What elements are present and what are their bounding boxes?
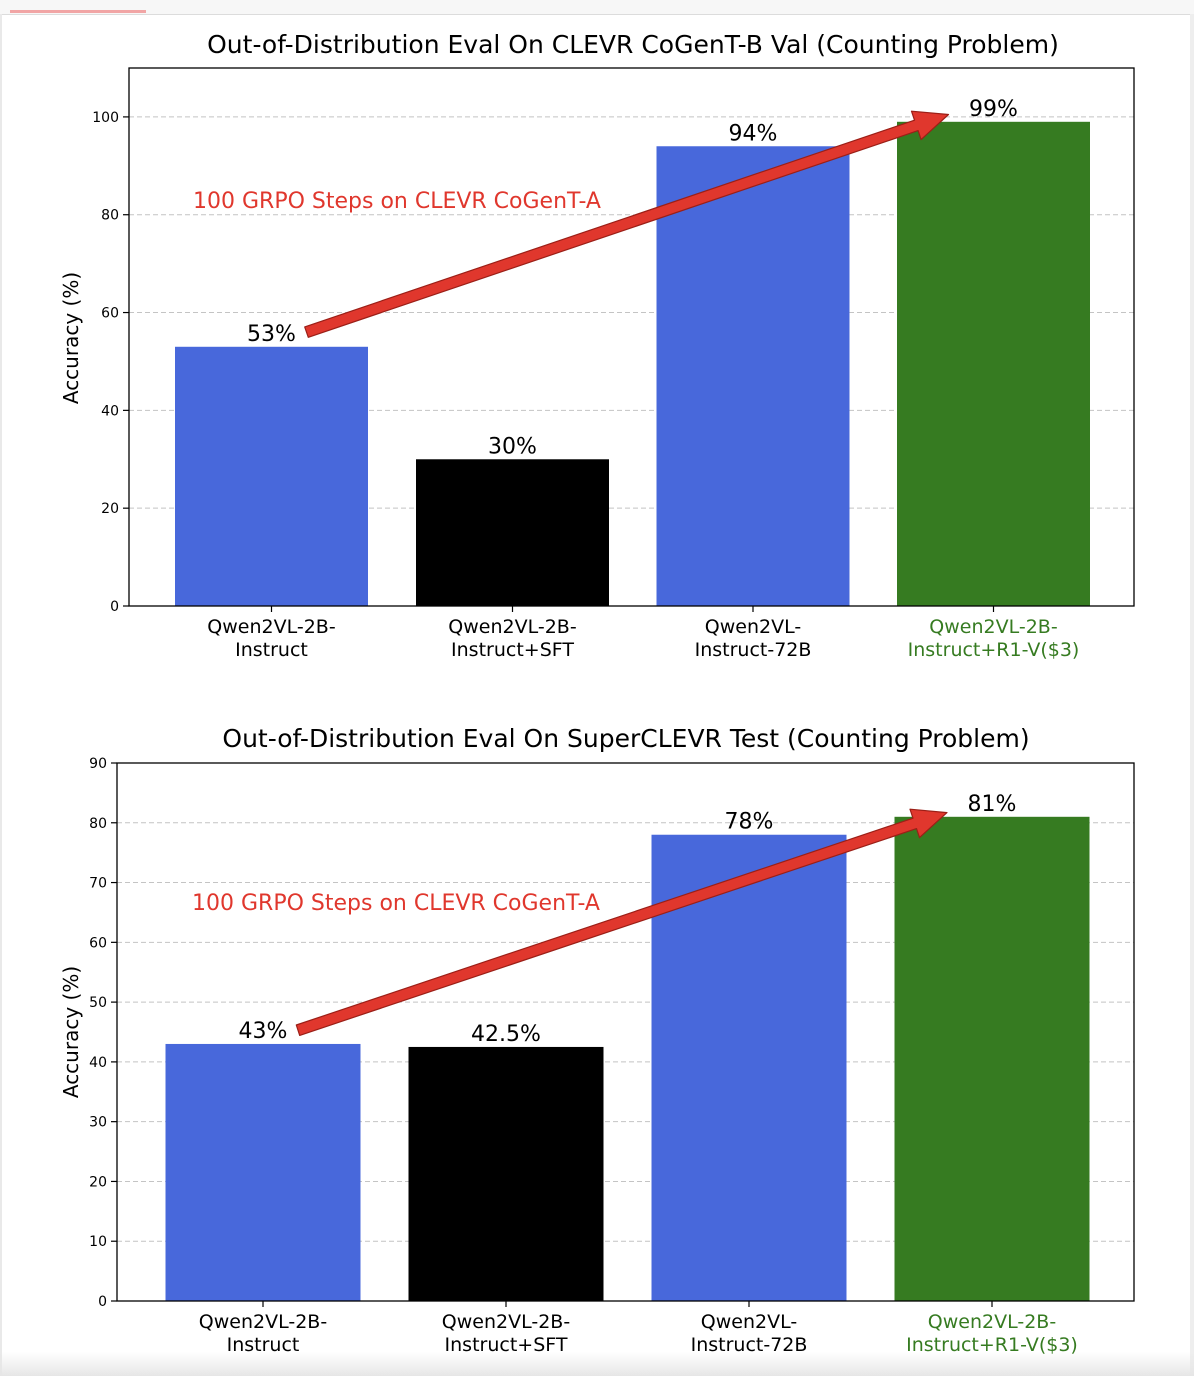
x-tick-label: Instruct+SFT <box>451 639 574 661</box>
annotation-text: 100 GRPO Steps on CLEVR CoGenT-A <box>193 189 601 214</box>
x-tick-label: Instruct+SFT <box>445 1334 568 1356</box>
y-axis-label: Accuracy (%) <box>59 272 83 404</box>
annotation: 100 GRPO Steps on CLEVR CoGenT-A <box>193 110 950 338</box>
chart-superclevr-test: Out-of-Distribution Eval On SuperCLEVR T… <box>59 724 1135 1356</box>
window-right-edge <box>1190 14 1194 1376</box>
y-tick-label: 100 <box>92 110 119 126</box>
value-labels: 53% 30% 94% 99% <box>247 97 1018 459</box>
x-tick-label: Instruct-72B <box>695 639 812 661</box>
bar <box>897 121 1090 607</box>
bars <box>165 816 1090 1301</box>
bars <box>175 121 1090 607</box>
y-tick-label: 60 <box>101 306 119 322</box>
x-tick-label: Qwen2VL-2B- <box>928 1311 1056 1333</box>
x-tick-label: Qwen2VL-2B- <box>442 1311 570 1333</box>
window-top-strip <box>0 0 1194 15</box>
x-tick-label: Qwen2VL-2B- <box>207 616 335 638</box>
value-label: 81% <box>968 792 1017 817</box>
x-tick-label: Qwen2VL- <box>701 1311 797 1333</box>
y-tick-label: 0 <box>110 599 119 615</box>
chart-title: Out-of-Distribution Eval On SuperCLEVR T… <box>222 724 1029 753</box>
y-tick-label: 30 <box>89 1115 107 1131</box>
y-ticks: 0 10 20 30 40 50 60 70 80 90 <box>89 756 993 1310</box>
value-label: 94% <box>729 121 778 146</box>
value-label: 99% <box>969 97 1018 122</box>
y-ticks: 0 20 40 60 80 100 <box>92 110 995 615</box>
y-tick-label: 70 <box>89 876 107 892</box>
window-bottom-shadow <box>0 1352 1194 1376</box>
value-label: 30% <box>488 434 537 459</box>
annotation-arrow <box>295 808 948 1036</box>
x-tick-label: Instruct <box>235 639 308 661</box>
x-tick-label: Instruct+R1-V($3) <box>908 639 1080 661</box>
y-tick-label: 60 <box>89 935 107 951</box>
y-tick-label: 0 <box>98 1294 107 1310</box>
annotation-arrow <box>304 110 950 338</box>
y-tick-label: 50 <box>89 995 107 1011</box>
y-tick-label: 10 <box>89 1234 107 1250</box>
y-tick-label: 80 <box>101 208 119 224</box>
y-axis-label: Accuracy (%) <box>59 966 83 1098</box>
y-tick-label: 90 <box>89 756 107 772</box>
window-left-edge <box>0 14 2 1376</box>
bar <box>416 459 609 606</box>
y-tick-label: 40 <box>89 1055 107 1071</box>
plot-frame <box>128 67 1135 607</box>
bar <box>175 346 368 606</box>
y-tick-label: 80 <box>89 816 107 832</box>
y-tick-label: 40 <box>101 403 119 419</box>
x-tick-labels: Qwen2VL-2B-InstructQwen2VL-2B-Instruct+S… <box>199 1311 1078 1356</box>
x-tick-labels: Qwen2VL-2B-InstructQwen2VL-2B-Instruct+S… <box>207 616 1079 661</box>
y-tick-label: 20 <box>89 1174 107 1190</box>
tab-accent-bar <box>10 10 146 13</box>
x-tick-label: Instruct <box>227 1334 300 1356</box>
bar <box>408 1046 604 1301</box>
annotation-text: 100 GRPO Steps on CLEVR CoGenT-A <box>192 891 600 916</box>
x-tick-label: Instruct-72B <box>691 1334 808 1356</box>
x-tick-label: Qwen2VL- <box>705 616 801 638</box>
value-label: 42.5% <box>471 1022 541 1047</box>
chart-clevr-cogent-b: Out-of-Distribution Eval On CLEVR CoGenT… <box>59 30 1135 661</box>
x-tick-label: Instruct+R1-V($3) <box>906 1334 1078 1356</box>
bar <box>651 834 847 1301</box>
value-labels: 43% 42.5% 78% 81% <box>239 792 1017 1047</box>
annotation: 100 GRPO Steps on CLEVR CoGenT-A <box>192 808 948 1036</box>
value-label: 43% <box>239 1019 288 1044</box>
x-tick-label: Qwen2VL-2B- <box>448 616 576 638</box>
value-label: 78% <box>725 810 774 835</box>
bar <box>165 1043 361 1301</box>
y-tick-label: 20 <box>101 501 119 517</box>
x-tick-label: Qwen2VL-2B- <box>929 616 1057 638</box>
x-tick-label: Qwen2VL-2B- <box>199 1311 327 1333</box>
plot-frame <box>116 762 1135 1302</box>
bar <box>894 816 1090 1301</box>
bar <box>656 146 850 606</box>
chart-title: Out-of-Distribution Eval On CLEVR CoGenT… <box>207 30 1059 59</box>
value-label: 53% <box>247 322 296 347</box>
